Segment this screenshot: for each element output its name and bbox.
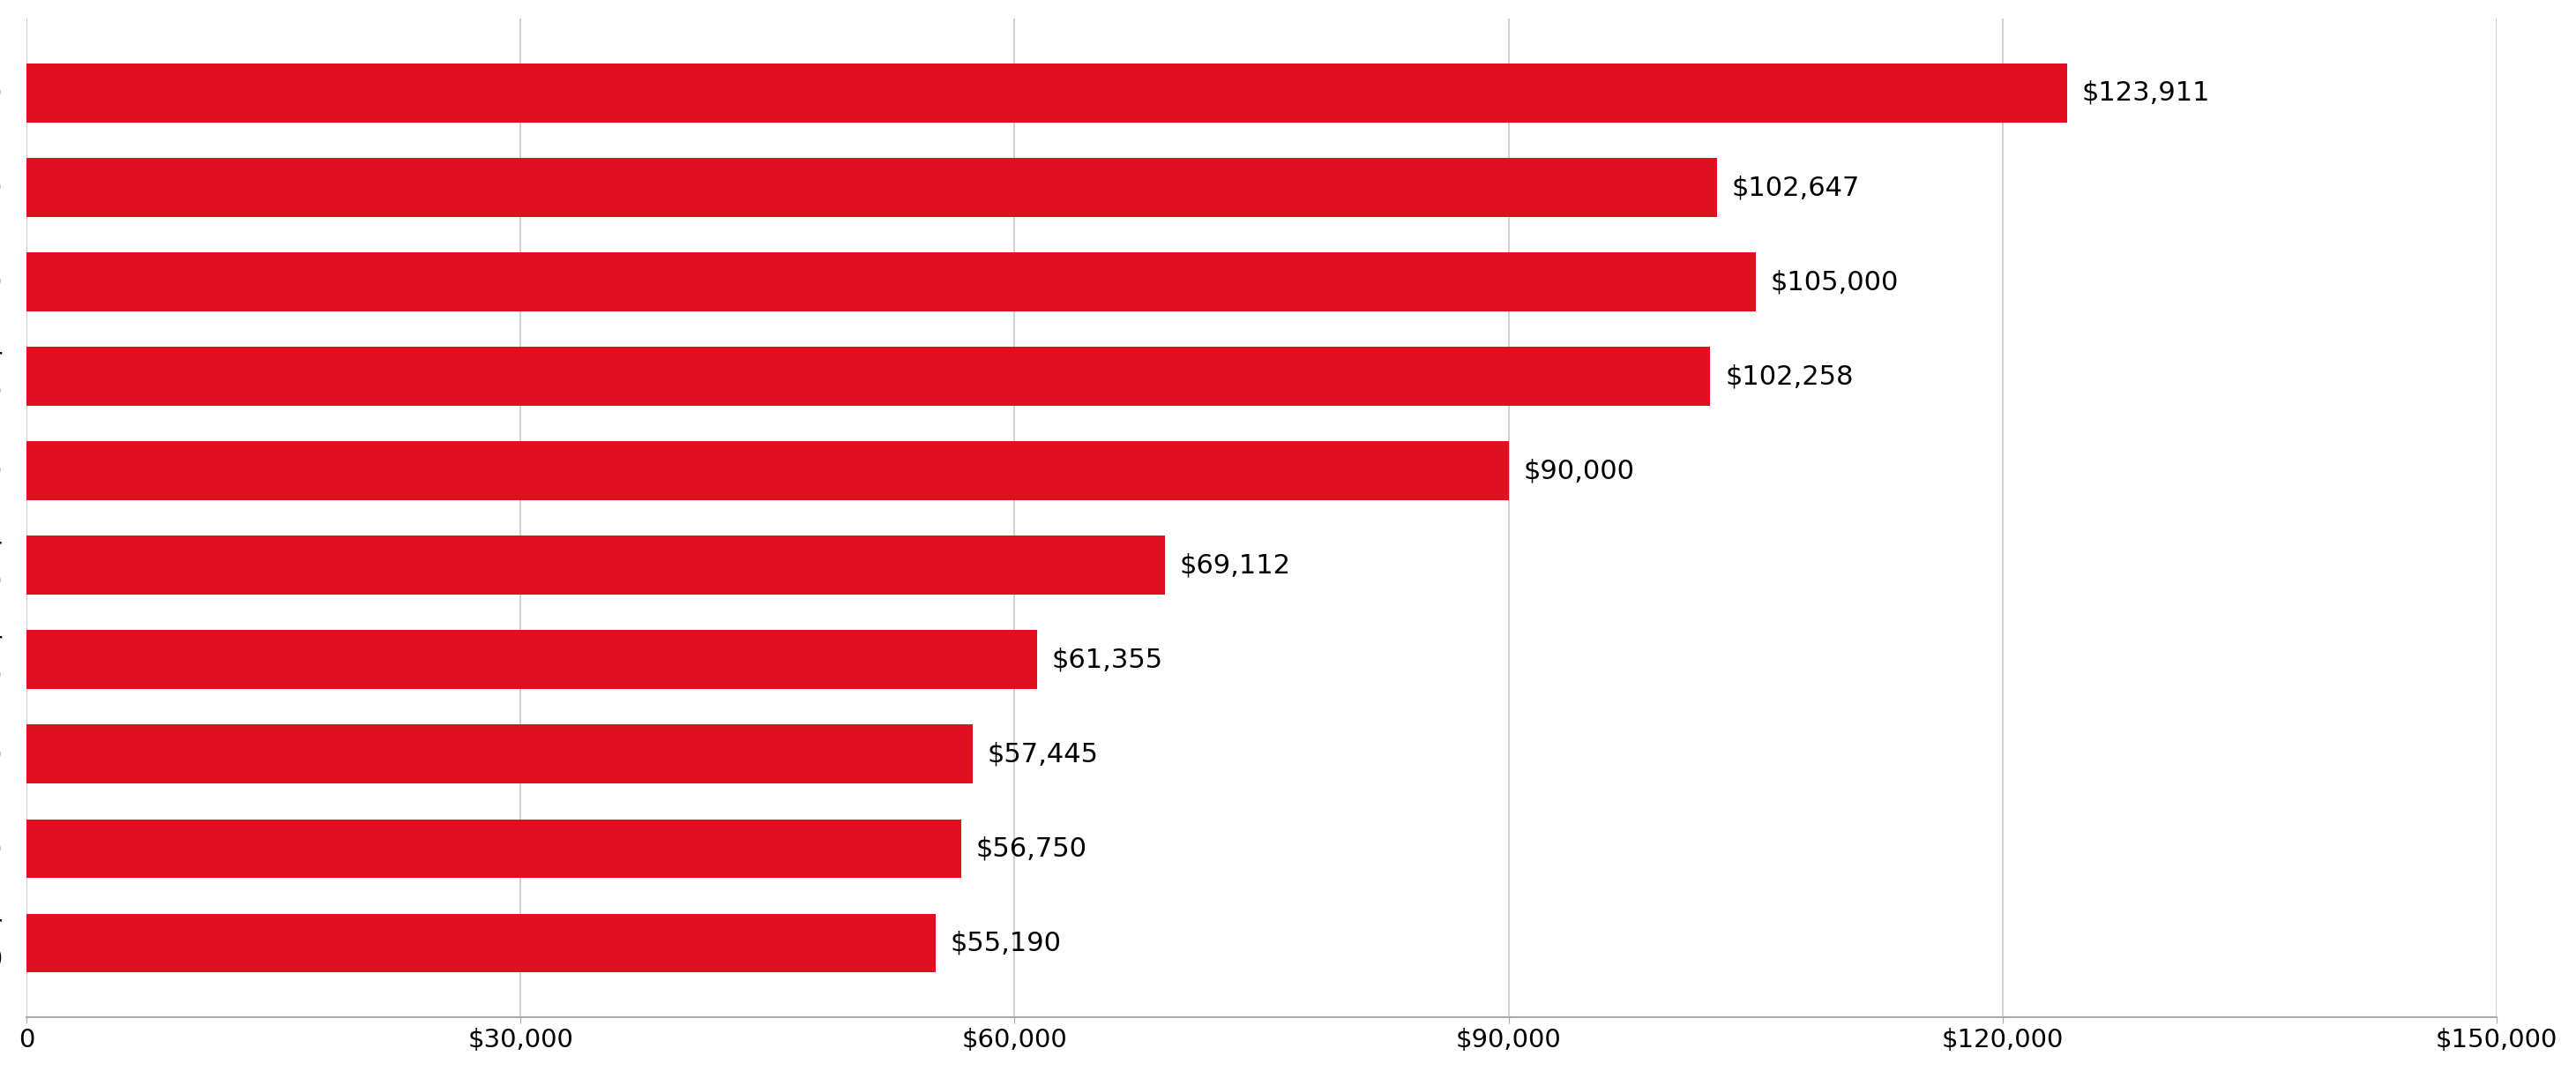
Text: $57,445: $57,445 [987, 741, 1097, 767]
Text: $55,190: $55,190 [951, 930, 1061, 955]
Bar [26, 347, 1710, 406]
Bar [26, 159, 1716, 216]
Bar [26, 536, 1164, 594]
Bar [26, 64, 2066, 122]
Text: $69,112: $69,112 [1180, 553, 1291, 578]
Text: $61,355: $61,355 [1051, 647, 1162, 673]
Text: $102,647: $102,647 [1731, 175, 1860, 200]
Bar [26, 631, 1038, 689]
Bar [26, 441, 1510, 500]
Text: $123,911: $123,911 [2081, 80, 2210, 106]
Bar [26, 914, 935, 972]
Text: $105,000: $105,000 [1770, 269, 1899, 295]
Text: $90,000: $90,000 [1522, 458, 1636, 483]
Bar [26, 253, 1757, 312]
Bar [26, 819, 961, 877]
Bar [26, 725, 974, 783]
Text: $56,750: $56,750 [976, 835, 1087, 861]
Text: $102,258: $102,258 [1726, 363, 1855, 389]
